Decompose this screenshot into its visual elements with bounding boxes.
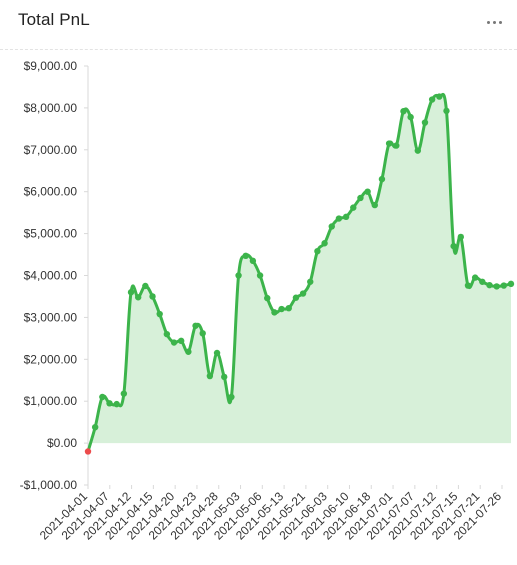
data-point[interactable]: [500, 282, 508, 289]
data-point[interactable]: [242, 252, 249, 260]
data-point[interactable]: [364, 188, 371, 195]
data-point[interactable]: [199, 330, 206, 337]
more-horizontal-icon: [486, 20, 490, 24]
data-point[interactable]: [307, 278, 314, 285]
data-point[interactable]: [206, 372, 214, 380]
data-point[interactable]: [264, 294, 271, 302]
data-point[interactable]: [163, 330, 171, 338]
data-point[interactable]: [271, 309, 278, 316]
data-point[interactable]: [378, 175, 386, 183]
data-point[interactable]: [106, 400, 113, 407]
data-point[interactable]: [335, 215, 343, 222]
data-point[interactable]: [185, 348, 192, 355]
data-point[interactable]: [436, 93, 443, 100]
data-point[interactable]: [357, 194, 364, 202]
pnl-area-fill: [88, 94, 511, 452]
y-tick-label: $1,000.00: [24, 394, 78, 408]
y-tick-label: $3,000.00: [24, 310, 78, 324]
y-tick-label: $0.00: [47, 436, 77, 450]
y-tick-label: $4,000.00: [24, 269, 78, 283]
data-point[interactable]: [493, 283, 500, 290]
data-point[interactable]: [149, 293, 156, 300]
y-tick-label: $2,000.00: [24, 352, 78, 366]
data-point[interactable]: [393, 142, 400, 149]
y-tick-label: -$1,000.00: [20, 478, 78, 492]
data-point[interactable]: [443, 107, 450, 115]
data-point[interactable]: [228, 393, 235, 401]
data-point[interactable]: [192, 322, 199, 329]
data-point[interactable]: [134, 294, 142, 301]
data-point[interactable]: [299, 290, 307, 297]
y-tick-label: $9,000.00: [24, 59, 78, 73]
data-point[interactable]: [464, 282, 472, 289]
data-point[interactable]: [350, 204, 357, 211]
data-point[interactable]: [170, 339, 178, 346]
data-point[interactable]: [421, 119, 429, 126]
data-point[interactable]: [507, 280, 515, 288]
data-point[interactable]: [221, 373, 228, 381]
card-header: Total PnL: [0, 0, 517, 50]
data-point[interactable]: [142, 282, 149, 290]
data-point[interactable]: [156, 310, 163, 318]
more-options-button[interactable]: [483, 12, 505, 32]
data-point[interactable]: [321, 240, 328, 247]
data-point[interactable]: [278, 305, 285, 313]
data-point[interactable]: [407, 113, 414, 121]
data-point[interactable]: [328, 223, 335, 230]
y-tick-label: $7,000.00: [24, 143, 78, 157]
y-tick-label: $5,000.00: [24, 227, 78, 241]
data-point[interactable]: [178, 337, 185, 345]
data-point[interactable]: [314, 248, 321, 255]
pnl-series-line: [86, 92, 513, 453]
data-point[interactable]: [342, 213, 350, 221]
data-point[interactable]: [292, 294, 300, 301]
data-point[interactable]: [400, 108, 407, 115]
data-point[interactable]: [457, 233, 465, 241]
card-title: Total PnL: [18, 10, 90, 29]
y-tick-label: $8,000.00: [24, 101, 78, 115]
data-point[interactable]: [249, 257, 257, 265]
data-point[interactable]: [385, 140, 393, 147]
more-dot: [492, 20, 496, 24]
y-tick-label: $6,000.00: [24, 185, 78, 199]
data-point[interactable]: [414, 147, 421, 154]
data-point[interactable]: [471, 274, 479, 281]
data-point[interactable]: [84, 448, 92, 455]
data-point[interactable]: [450, 242, 457, 250]
data-point[interactable]: [91, 423, 99, 431]
data-point[interactable]: [428, 96, 436, 103]
data-point[interactable]: [127, 289, 135, 296]
data-point[interactable]: [99, 393, 106, 401]
data-point[interactable]: [285, 304, 292, 312]
data-point[interactable]: [486, 281, 493, 289]
data-point[interactable]: [213, 349, 221, 357]
data-point[interactable]: [256, 272, 264, 279]
more-dot: [498, 20, 502, 24]
data-point[interactable]: [235, 272, 242, 279]
data-point[interactable]: [113, 400, 120, 408]
data-point[interactable]: [479, 278, 486, 285]
data-point[interactable]: [120, 390, 128, 397]
data-point[interactable]: [371, 201, 378, 209]
